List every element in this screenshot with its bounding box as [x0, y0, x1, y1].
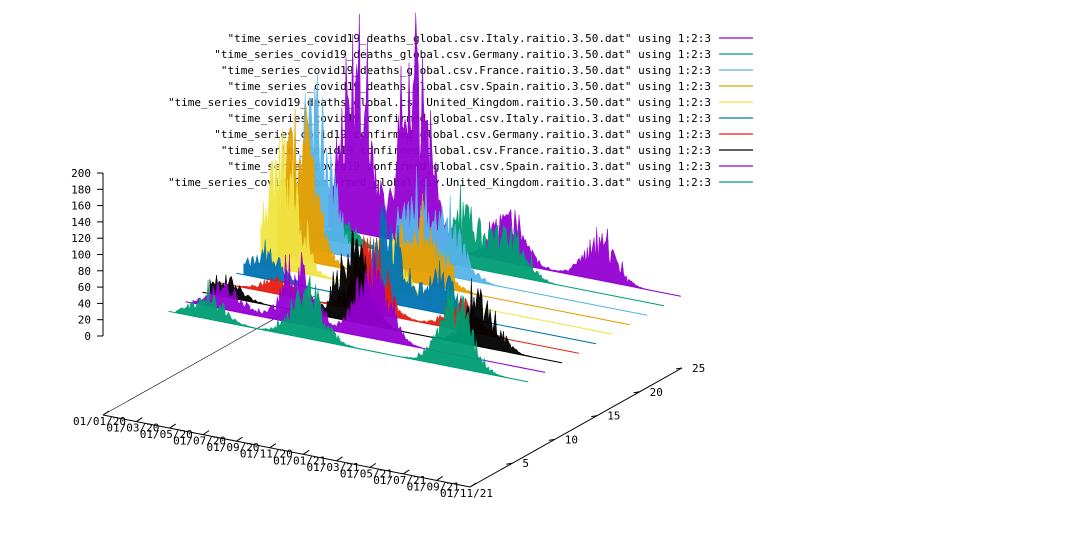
x-tick-mark: [369, 462, 377, 468]
y-axis-line: [469, 367, 683, 488]
z-tick-label: 40: [78, 297, 91, 310]
x-tick-mark: [169, 423, 177, 429]
z-tick-label: 100: [71, 249, 91, 262]
x-tick-mark: [236, 436, 243, 442]
x-tick-mark: [469, 482, 477, 488]
series-area: [175, 275, 525, 382]
x-tick-mark: [136, 417, 143, 422]
y-tick-label: 25: [692, 362, 705, 375]
legend-label: "time_series_covid19_confirmed_global.cs…: [228, 112, 711, 125]
x-tick-label: 01/09/20: [206, 441, 259, 454]
y-tick-label: 15: [607, 410, 620, 423]
series-baseline: [168, 310, 529, 383]
x-tick-label: 01/01/20: [73, 415, 126, 428]
series-baseline: [185, 301, 546, 373]
z-tick-label: 20: [78, 314, 91, 327]
z-tick-label: 140: [71, 216, 91, 229]
y-tick-label: 20: [650, 386, 663, 399]
legend-label: "time_series_covid19_confirmed_global.cs…: [214, 128, 711, 141]
y-tick-mark: [675, 367, 683, 370]
legend-label: "time_series_covid19_deaths_global.csv.I…: [228, 32, 711, 45]
x-tick-label: 01/01/21: [273, 454, 326, 467]
x-tick-label: 01/05/20: [140, 428, 193, 441]
x-tick-mark: [336, 456, 343, 462]
x-tick-mark: [102, 410, 110, 416]
series-group: [168, 275, 529, 383]
y-tick-label: 10: [565, 433, 578, 446]
legend-label: "time_series_covid19_deaths_global.csv.F…: [221, 64, 711, 77]
z-tick-label: 180: [71, 183, 91, 196]
x-tick-label: 01/03/20: [106, 422, 159, 435]
x-tick-label: 01/09/21: [407, 480, 460, 493]
z-tick-label: 160: [71, 200, 91, 213]
x-tick-mark: [202, 430, 210, 436]
x-tick-mark: [402, 469, 410, 475]
legend-label: "time_series_covid19_deaths_global.csv.U…: [168, 96, 711, 109]
x-tick-label: 01/11/20: [240, 448, 293, 461]
x-tick-label: 01/11/21: [440, 487, 493, 500]
x-tick-label: 01/07/21: [373, 474, 426, 487]
x-tick-mark: [302, 449, 310, 455]
y-tick-mark: [506, 462, 513, 465]
legend: "time_series_covid19_deaths_global.csv.I…: [168, 32, 753, 189]
x-tick-mark: [436, 476, 443, 481]
x-tick-label: 01/05/21: [340, 467, 393, 480]
x-tick-mark: [269, 443, 277, 449]
series-baseline: [287, 244, 648, 316]
legend-label: "time_series_covid19_confirmed_global.cs…: [221, 144, 711, 157]
z-tick-label: 200: [71, 167, 91, 180]
x-axis-line: [102, 414, 471, 488]
legend-label: "time_series_covid19_deaths_global.csv.G…: [214, 48, 711, 61]
axes: 20018016014012010080604020001/01/2001/03…: [71, 167, 705, 500]
y-tick-label: 5: [522, 457, 529, 470]
z-tick-label: 80: [78, 265, 91, 278]
z-tick-label: 0: [84, 330, 91, 343]
y-tick-mark: [548, 438, 555, 441]
x-tick-label: 01/03/21: [307, 461, 360, 474]
y-tick-mark: [633, 391, 640, 394]
x-tick-label: 01/07/20: [173, 435, 226, 448]
z-tick-label: 120: [71, 232, 91, 245]
legend-label: "time_series_covid19_confirmed_global.cs…: [168, 176, 711, 189]
legend-label: "time_series_covid19_deaths_global.csv.S…: [228, 80, 711, 93]
y-tick-mark: [591, 415, 598, 418]
z-tick-label: 60: [78, 281, 91, 294]
series-layer: [168, 12, 681, 383]
